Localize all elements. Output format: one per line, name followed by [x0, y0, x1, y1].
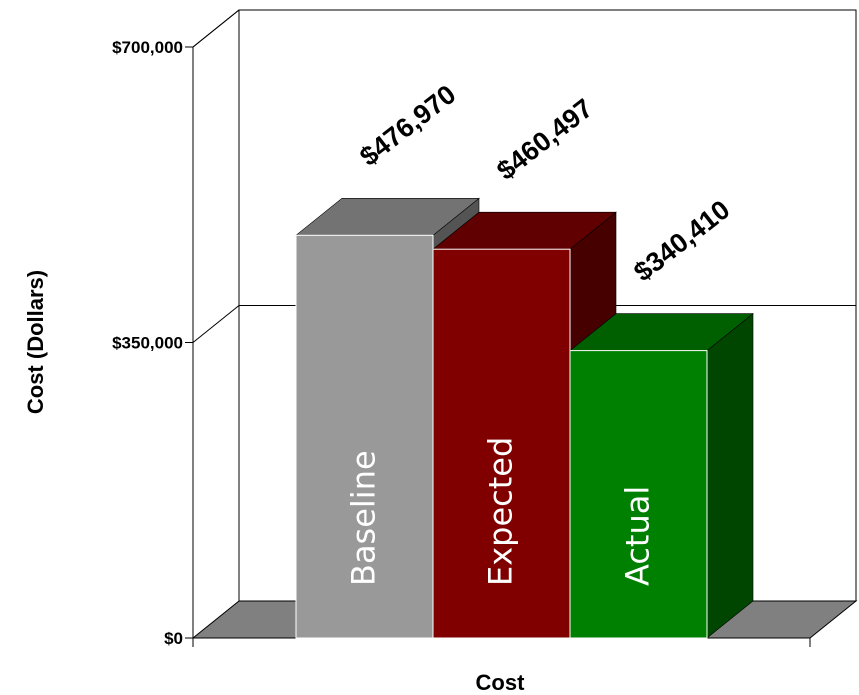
y-tick-label: $0	[164, 629, 183, 648]
y-axis-title: Cost (Dollars)	[23, 270, 48, 414]
bar-side-face	[706, 312, 754, 639]
bar-series-label: Expected	[482, 437, 520, 586]
bar-front-face	[295, 234, 434, 639]
bar-series-label: Actual	[619, 486, 657, 586]
gridline-side	[192, 9, 240, 48]
gridline-side	[192, 305, 240, 343]
x-axis-title: Cost	[476, 670, 526, 695]
bar-series-label: Baseline	[345, 450, 383, 586]
y-tick-label: $350,000	[112, 334, 183, 353]
bar-front-face	[569, 350, 708, 639]
labels: Cost (Dollars) Cost	[23, 270, 525, 695]
y-tick-label: $700,000	[112, 38, 183, 57]
